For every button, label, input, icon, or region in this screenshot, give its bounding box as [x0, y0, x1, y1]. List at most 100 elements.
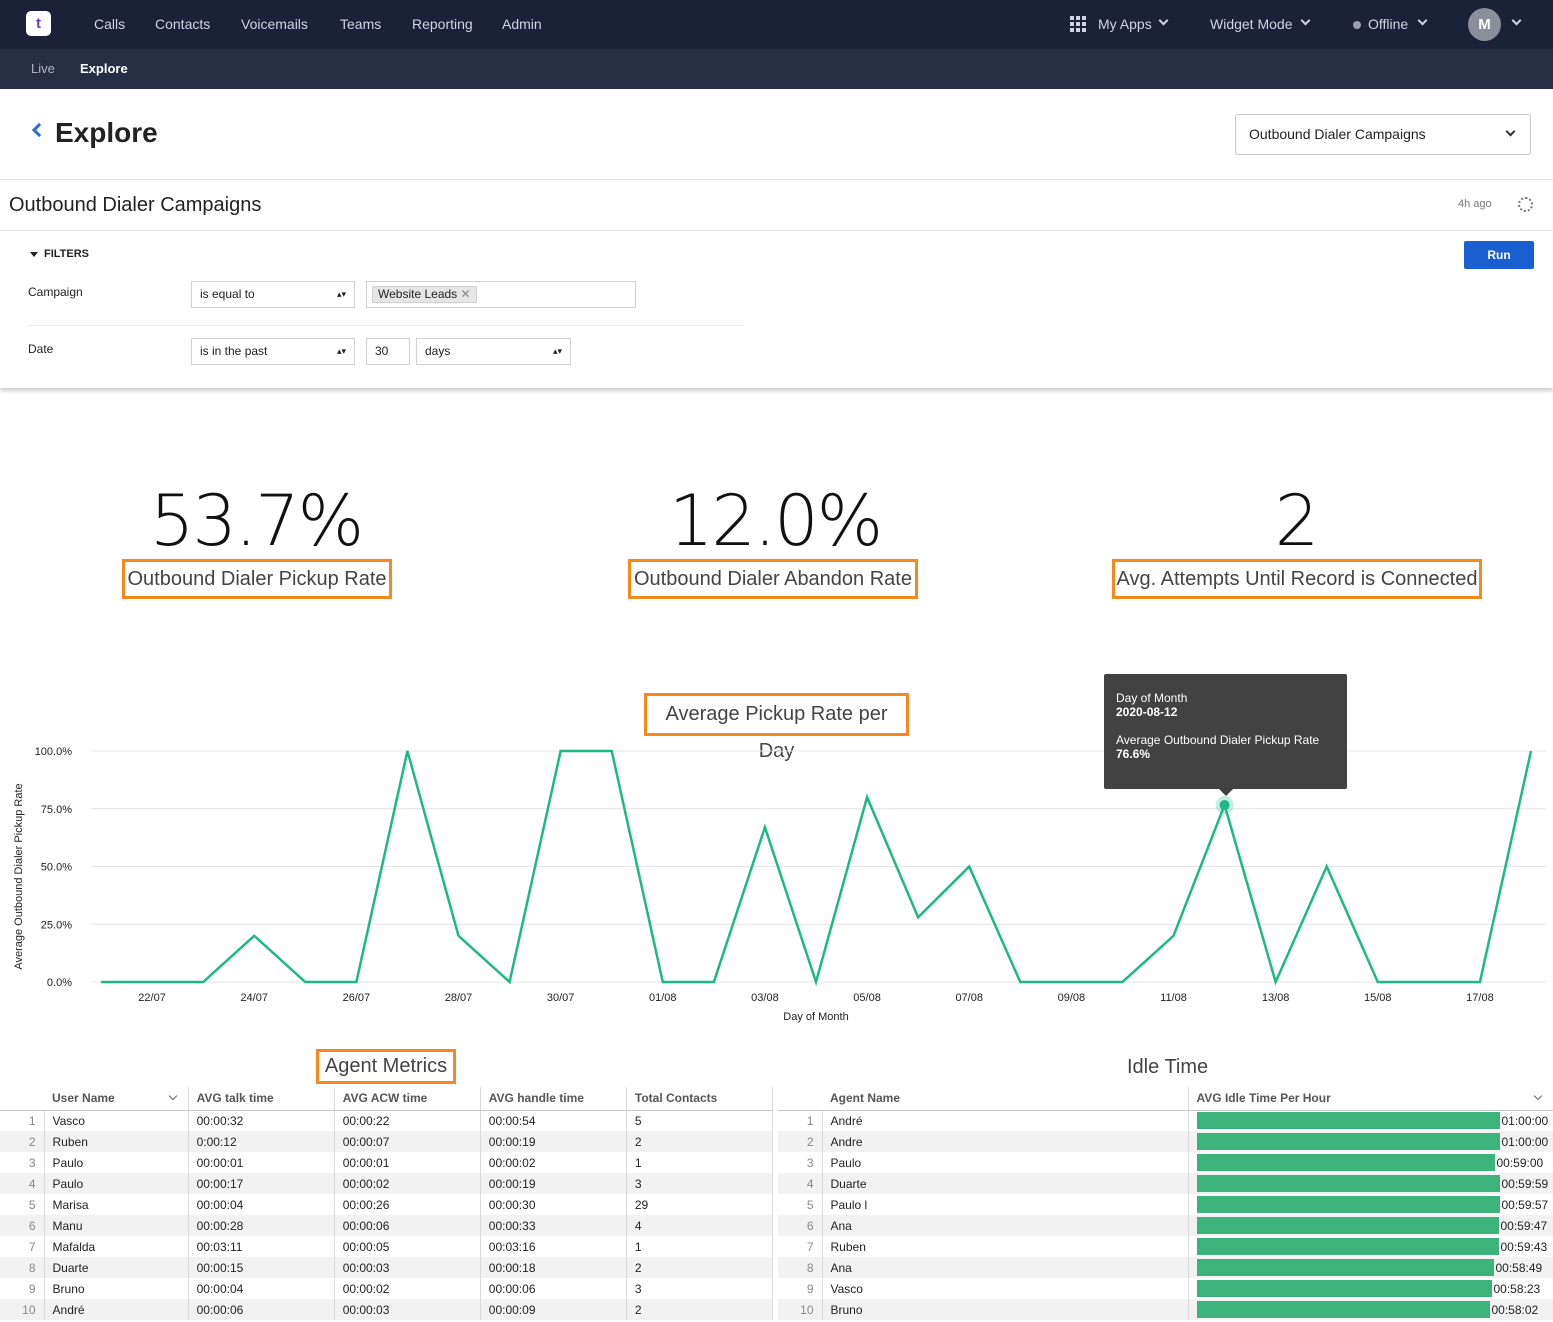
y-tick-label: 50.0%: [41, 862, 72, 874]
row-index: 6: [0, 1215, 45, 1236]
x-tick-label: 26/07: [343, 992, 371, 1004]
table-row[interactable]: 6 Manu 00:00:28 00:00:06 00:00:33 4: [0, 1215, 774, 1236]
column-header[interactable]: AVG talk time: [188, 1087, 335, 1111]
idle-bar-cell: 00:59:59: [1188, 1173, 1553, 1194]
table-row[interactable]: 5 Marisa 00:00:04 00:00:26 00:00:30 29: [0, 1194, 774, 1215]
nav-reporting[interactable]: Reporting: [412, 16, 473, 32]
date-number-input[interactable]: 30: [366, 338, 410, 365]
column-header[interactable]: AVG Idle Time Per Hour: [1188, 1087, 1553, 1111]
dashboard-title: Outbound Dialer Campaigns: [9, 194, 262, 216]
table-row[interactable]: 1 André 01:00:00: [778, 1110, 1553, 1131]
column-header[interactable]: AVG handle time: [480, 1087, 627, 1111]
idle-bar-value: 00:58:02: [1491, 1302, 1539, 1317]
x-tick-label: 22/07: [138, 992, 166, 1004]
app-logo[interactable]: t: [26, 11, 51, 36]
tooltip-x-label: Day of Month: [1116, 691, 1188, 705]
table-cell: 3: [626, 1173, 774, 1194]
page-title: Explore: [55, 117, 158, 148]
my-apps-menu[interactable]: My Apps: [1098, 16, 1152, 32]
last-updated: 4h ago: [1458, 198, 1492, 210]
row-index: 5: [778, 1194, 823, 1215]
date-unit-select[interactable]: days ▴▾: [416, 338, 571, 365]
subnav-live[interactable]: Live: [31, 61, 55, 76]
table-row[interactable]: 8 Ana 00:58:49: [778, 1257, 1553, 1278]
chevron-down-icon[interactable]: [1300, 15, 1311, 26]
table-row[interactable]: 5 Paulo l 00:59:57: [778, 1194, 1553, 1215]
campaign-operator-select[interactable]: is equal to ▴▾: [191, 281, 355, 308]
tooltip-x-value: 2020-08-12: [1116, 705, 1178, 719]
column-header[interactable]: Agent Name: [822, 1087, 1189, 1111]
campaign-filter-label: Campaign: [28, 285, 83, 299]
dashboard-selector[interactable]: Outbound Dialer Campaigns: [1235, 114, 1531, 155]
idle-bar-cell: 01:00:00: [1188, 1110, 1553, 1131]
table-row[interactable]: 9 Bruno 00:00:04 00:00:02 00:00:06 3: [0, 1278, 774, 1299]
idle-bar-cell: 00:59:47: [1188, 1215, 1553, 1236]
nav-admin[interactable]: Admin: [502, 16, 542, 32]
table-cell: 00:00:09: [480, 1299, 627, 1320]
tooltip-y-label: Average Outbound Dialer Pickup Rate: [1116, 733, 1320, 747]
table-cell: 29: [626, 1194, 774, 1215]
x-tick-label: 01/08: [649, 992, 677, 1004]
x-tick-label: 11/08: [1160, 992, 1187, 1004]
idle-bar: [1196, 1112, 1500, 1130]
table-cell: 2: [626, 1257, 774, 1278]
table-row[interactable]: 4 Duarte 00:59:59: [778, 1173, 1553, 1194]
table-cell: 00:00:22: [334, 1110, 481, 1131]
row-index: 10: [778, 1299, 823, 1320]
column-header[interactable]: AVG ACW time: [334, 1087, 481, 1111]
close-icon[interactable]: ✕: [460, 287, 471, 301]
date-operator-select[interactable]: is in the past ▴▾: [191, 338, 355, 365]
x-tick-label: 17/08: [1466, 992, 1494, 1004]
chevron-down-icon[interactable]: [1158, 15, 1169, 26]
idle-bar-cell: 01:00:00: [1188, 1131, 1553, 1152]
table-row[interactable]: 7 Mafalda 00:03:11 00:00:05 00:03:16 1: [0, 1236, 774, 1257]
table-cell: 00:03:16: [480, 1236, 627, 1257]
chevron-down-icon[interactable]: [1533, 1091, 1543, 1101]
status-menu[interactable]: Offline: [1368, 16, 1409, 32]
select-arrows-icon: ▴▾: [336, 289, 346, 299]
widget-mode-menu[interactable]: Widget Mode: [1210, 16, 1293, 32]
chevron-down-icon[interactable]: [168, 1091, 177, 1101]
nav-teams[interactable]: Teams: [340, 16, 382, 32]
run-button[interactable]: Run: [1464, 241, 1534, 269]
row-index: 7: [0, 1236, 45, 1257]
date-unit-value: days: [425, 344, 451, 358]
table-row[interactable]: 4 Paulo 00:00:17 00:00:02 00:00:19 3: [0, 1173, 774, 1194]
nav-calls[interactable]: Calls: [94, 16, 126, 32]
table-row[interactable]: 9 Vasco 00:58:23: [778, 1278, 1553, 1299]
campaign-value-input[interactable]: Website Leads ✕: [366, 281, 636, 308]
column-header[interactable]: User Name: [44, 1087, 189, 1111]
chevron-down-icon[interactable]: [1417, 15, 1428, 26]
caret-down-icon[interactable]: [30, 252, 38, 257]
table-row[interactable]: 1 Vasco 00:00:32 00:00:22 00:00:54 5: [0, 1110, 774, 1131]
page-header: [0, 89, 1553, 180]
table-cell: 00:00:33: [480, 1215, 627, 1236]
table-row[interactable]: 10 Bruno 00:58:02: [778, 1299, 1553, 1320]
idle-bar-value: 00:58:23: [1493, 1281, 1541, 1296]
apps-grid-icon[interactable]: [1070, 16, 1086, 32]
nav-voicemails[interactable]: Voicemails: [241, 16, 308, 32]
table-row[interactable]: 6 Ana 00:59:47: [778, 1215, 1553, 1236]
gear-icon[interactable]: [1518, 197, 1533, 212]
chevron-down-icon[interactable]: [1511, 15, 1522, 26]
avatar[interactable]: M: [1468, 8, 1501, 41]
table-cell: 00:00:01: [334, 1152, 481, 1173]
table-row[interactable]: 2 Andre 01:00:00: [778, 1131, 1553, 1152]
table-row[interactable]: 3 Paulo 00:00:01 00:00:01 00:00:02 1: [0, 1152, 774, 1173]
campaign-tag-label: Website Leads: [378, 287, 458, 301]
nav-contacts[interactable]: Contacts: [155, 16, 211, 32]
subnav-explore[interactable]: Explore: [80, 61, 128, 76]
table-row[interactable]: 8 Duarte 00:00:15 00:00:03 00:00:18 2: [0, 1257, 774, 1278]
idle-bar-cell: 00:59:57: [1188, 1194, 1553, 1215]
table-cell: Paulo l: [822, 1194, 1189, 1215]
table-cell: 00:00:32: [188, 1110, 335, 1131]
table-row[interactable]: 2 Ruben 0:00:12 00:00:07 00:00:19 2: [0, 1131, 774, 1152]
filters-toggle[interactable]: FILTERS: [44, 248, 90, 260]
table-row[interactable]: 7 Ruben 00:59:43: [778, 1236, 1553, 1257]
table-row[interactable]: 10 André 00:00:06 00:00:03 00:00:09 2: [0, 1299, 774, 1320]
table-row[interactable]: 3 Paulo 00:59:00: [778, 1152, 1553, 1173]
idle-bar: [1196, 1133, 1500, 1150]
column-header[interactable]: Total Contacts: [626, 1087, 774, 1111]
idle-bar: [1196, 1154, 1495, 1171]
kpi-avg-attempts: 2: [1146, 480, 1446, 562]
